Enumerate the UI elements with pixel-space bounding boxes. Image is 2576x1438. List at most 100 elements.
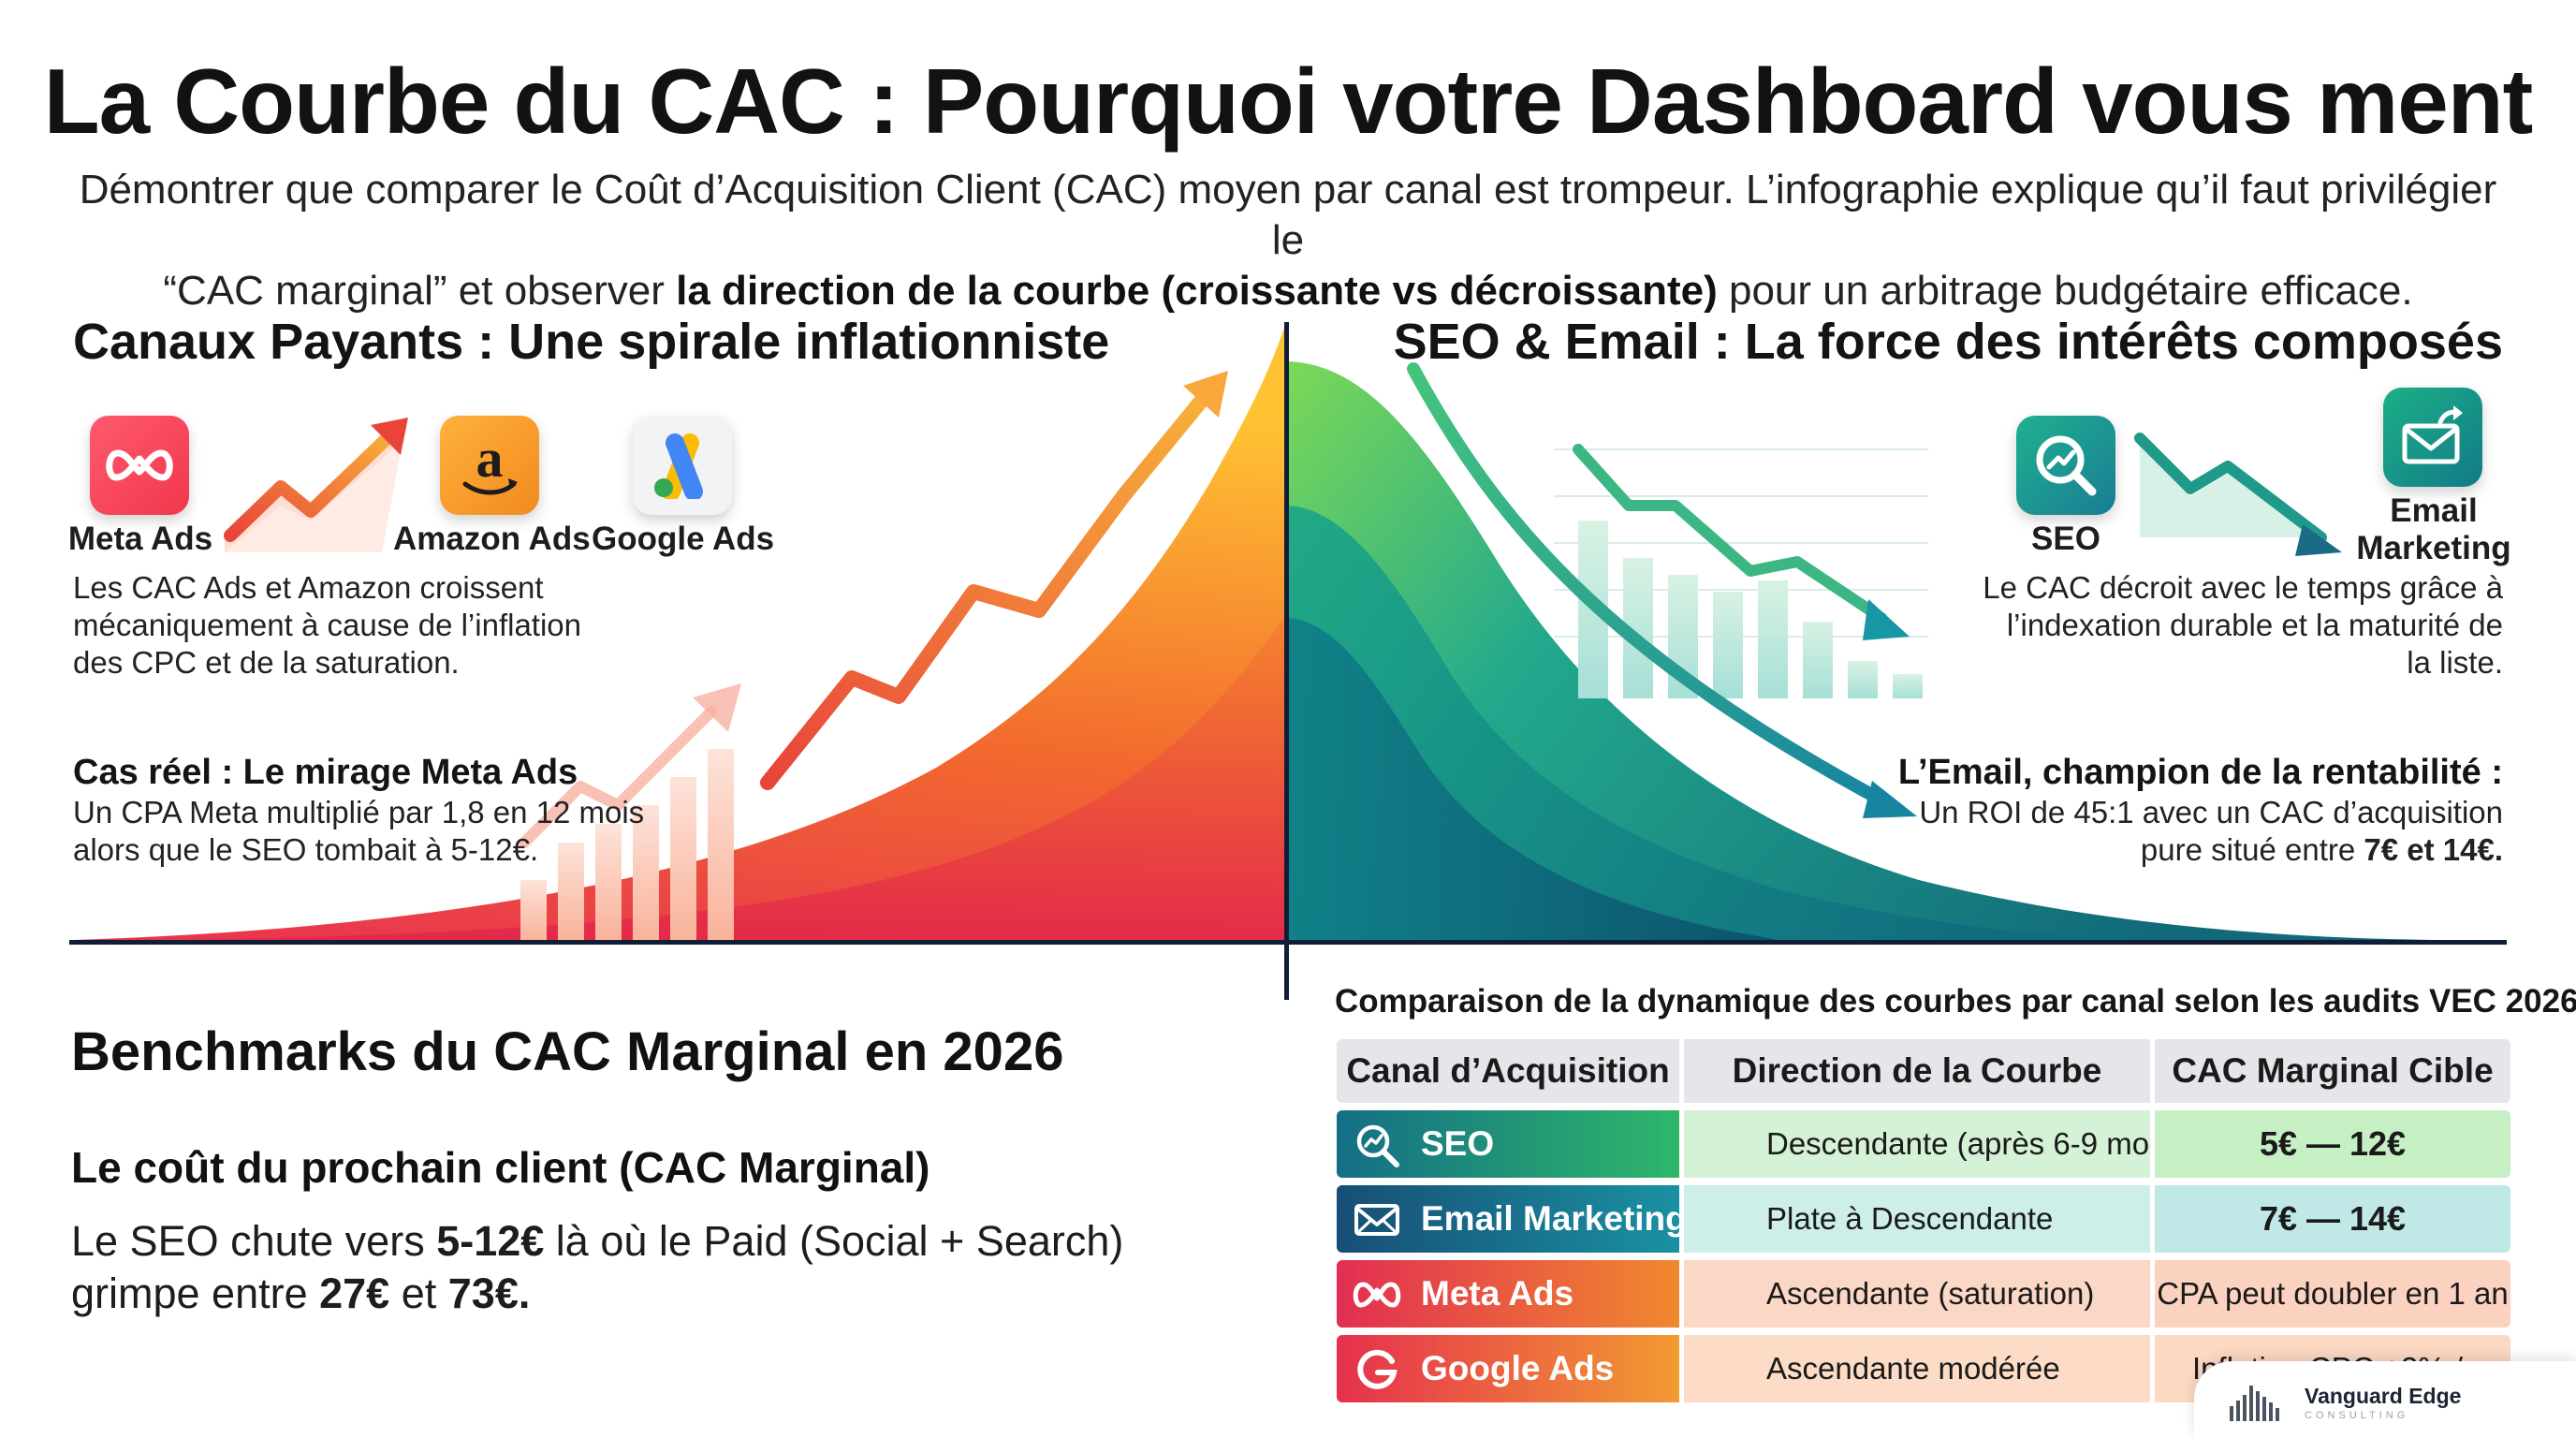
meta-ads-logo <box>90 416 189 515</box>
email-champion-text: Un ROI de 45:1 avec un CAC d’acquisition… <box>1919 794 2503 869</box>
benchmarks-text-part: et <box>389 1269 448 1317</box>
paid-channels-heading: Canaux Payants : Une spirale inflationni… <box>73 314 1110 370</box>
organic-falling-arrow <box>1407 362 1897 812</box>
table-header-direction: Direction de la Courbe <box>1684 1039 2150 1103</box>
cac-curves-illustration <box>75 328 2434 940</box>
meta-ads-label: Meta Ads <box>67 521 213 557</box>
table-row-email-label: Email Marketing <box>1421 1199 1679 1238</box>
paid-description-line: Les CAC Ads et Amazon croissent <box>73 570 544 605</box>
google-logo-icon <box>1357 1349 1398 1389</box>
organic-cac-area <box>1289 361 2434 940</box>
table-row-seo-label: SEO <box>1421 1124 1495 1163</box>
seo-magnifier-icon <box>2036 435 2097 496</box>
paid-description: Les CAC Ads et Amazon croissent mécaniqu… <box>73 569 581 682</box>
table-row-seo-channel: SEO <box>1337 1110 1679 1178</box>
paid-cac-area <box>75 328 1284 940</box>
organic-description-line: l’indexation durable et la maturité de <box>2006 608 2503 642</box>
paid-arrow-head <box>1183 371 1228 418</box>
meta-growth-bars <box>519 683 741 940</box>
table-row-google-label: Google Ads <box>1421 1349 1615 1387</box>
paid-cac-inner-area <box>187 618 1284 940</box>
table-caption: Comparaison de la dynamique des courbes … <box>1335 983 2576 1020</box>
paid-description-line: mécaniquement à cause de l’inflation <box>73 608 582 642</box>
meta-logo-icon <box>106 449 173 481</box>
organic-description: Le CAC décroit avec le temps grâce à l’i… <box>1983 569 2503 682</box>
google-ads-icon <box>654 433 703 499</box>
benchmarks-text-part: Le SEO chute vers <box>71 1217 437 1265</box>
benchmarks-bold: 27€ <box>319 1269 390 1317</box>
subtitle-text-end: pour un arbitrage budgétaire efficace. <box>1717 268 2413 314</box>
organic-cac-core-area <box>1289 618 1778 940</box>
meta-case-line: alors que le SEO tombait à 5-12€. <box>73 832 539 867</box>
seo-logo <box>2016 416 2115 515</box>
email-champion-line: pure situé entre 7€ et 14€. <box>1919 831 2503 869</box>
table-row-meta-target: CPA peut doubler en 1 an <box>2155 1260 2510 1328</box>
organic-arrow-head <box>1863 781 1917 818</box>
subtitle-line-2: “CAC marginal” et observer la direction … <box>75 266 2501 316</box>
table-row-email-target: 7€ — 14€ <box>2155 1185 2510 1253</box>
amazon-logo-icon: a <box>462 428 518 495</box>
email-label-line: Email <box>2390 492 2478 529</box>
organic-cac-inner-area <box>1289 506 2153 940</box>
table-row-google-direction: Ascendante modérée <box>1684 1335 2150 1402</box>
paid-mini-arrow-icon <box>224 418 408 552</box>
benchmarks-text-part: là où le Paid (Social + Search) <box>544 1217 1124 1265</box>
seo-label: SEO <box>2031 521 2100 557</box>
page-title: La Courbe du CAC : Pourquoi votre Dashbo… <box>43 50 2534 153</box>
seo-mini-arrow-icon <box>2134 433 2342 556</box>
email-champion-text-pre: pure situé entre <box>2140 832 2364 867</box>
envelope-icon <box>2402 405 2463 464</box>
page-subtitle: Démontrer que comparer le Coût d’Acquisi… <box>75 165 2501 316</box>
seo-magnifier-icon <box>1356 1124 1399 1167</box>
email-marketing-label: Email Marketing <box>2340 492 2527 567</box>
subtitle-line-1: Démontrer que comparer le Coût d’Acquisi… <box>79 167 2497 263</box>
benchmarks-subheading: Le coût du prochain client (CAC Marginal… <box>71 1143 930 1192</box>
svg-text:a: a <box>476 428 504 489</box>
benchmarks-line-2: grimpe entre 27€ et 73€. <box>71 1268 1123 1320</box>
email-champion-text-bold: 7€ et 14€. <box>2364 832 2503 867</box>
vanguard-tagline: CONSULTING <box>2305 1410 2409 1421</box>
vanguard-name: Vanguard Edge <box>2305 1384 2462 1408</box>
benchmarks-bold: 73€. <box>447 1269 531 1317</box>
table-row-google-channel: Google Ads <box>1337 1335 1679 1402</box>
email-marketing-logo <box>2383 388 2482 487</box>
amazon-ads-logo: a <box>440 416 539 515</box>
subtitle-bold: la direction de la courbe (croissante vs… <box>676 268 1718 314</box>
table-header-channel: Canal d’Acquisition <box>1337 1039 1679 1103</box>
envelope-icon <box>1354 1204 1399 1236</box>
meta-logo-icon <box>1353 1282 1401 1308</box>
table-row-seo-direction: Descendante (après 6-9 mois) <box>1684 1110 2150 1178</box>
table-row-meta-channel: Meta Ads <box>1337 1260 1679 1328</box>
paid-description-line: des CPC et de la saturation. <box>73 645 460 680</box>
vertical-axis-divider <box>1284 322 1289 1000</box>
amazon-ads-label: Amazon Ads <box>393 521 591 557</box>
email-champion-line: Un ROI de 45:1 avec un CAC d’acquisition <box>1919 795 2503 829</box>
table-header-target: CAC Marginal Cible <box>2155 1039 2510 1103</box>
email-champion-title: L’Email, champion de la rentabilité : <box>1897 753 2503 792</box>
benchmarks-line-1: Le SEO chute vers 5-12€ là où le Paid (S… <box>71 1215 1123 1268</box>
vanguard-edge-badge: Vanguard Edge CONSULTING <box>2194 1361 2576 1438</box>
table-row-meta-label: Meta Ads <box>1421 1274 1574 1313</box>
email-label-line: Marketing <box>2356 530 2511 566</box>
benchmarks-heading: Benchmarks du CAC Marginal en 2026 <box>71 1021 1064 1082</box>
vanguard-logo-icon <box>2230 1386 2279 1421</box>
comparison-table: Canal d’Acquisition Direction de la Cour… <box>1337 1039 2510 1402</box>
benchmarks-bold: 5-12€ <box>436 1217 545 1265</box>
table-row-email-channel: Email Marketing <box>1337 1185 1679 1253</box>
meta-case-line: Un CPA Meta multiplié par 1,8 en 12 mois <box>73 795 645 829</box>
seo-decline-bars <box>1554 444 1928 698</box>
table-row-seo-target: 5€ — 12€ <box>2155 1110 2510 1178</box>
meta-case-title: Cas réel : Le mirage Meta Ads <box>73 753 578 792</box>
subtitle-text: “CAC marginal” et observer <box>163 268 677 314</box>
table-row-email-direction: Plate à Descendante <box>1684 1185 2150 1253</box>
paid-rising-arrow <box>760 386 1215 790</box>
organic-description-line: la liste. <box>2407 645 2503 680</box>
benchmarks-text-part: grimpe entre <box>71 1269 320 1317</box>
google-ads-label: Google Ads <box>592 521 775 557</box>
table-row-meta-direction: Ascendante (saturation) <box>1684 1260 2150 1328</box>
google-ads-logo <box>633 416 732 515</box>
organic-description-line: Le CAC décroit avec le temps grâce à <box>1983 570 2503 605</box>
meta-case-text: Un CPA Meta multiplié par 1,8 en 12 mois… <box>73 794 644 869</box>
organic-channels-heading: SEO & Email : La force des intérêts comp… <box>1393 314 2503 370</box>
benchmarks-text: Le SEO chute vers 5-12€ là où le Paid (S… <box>71 1215 1123 1320</box>
